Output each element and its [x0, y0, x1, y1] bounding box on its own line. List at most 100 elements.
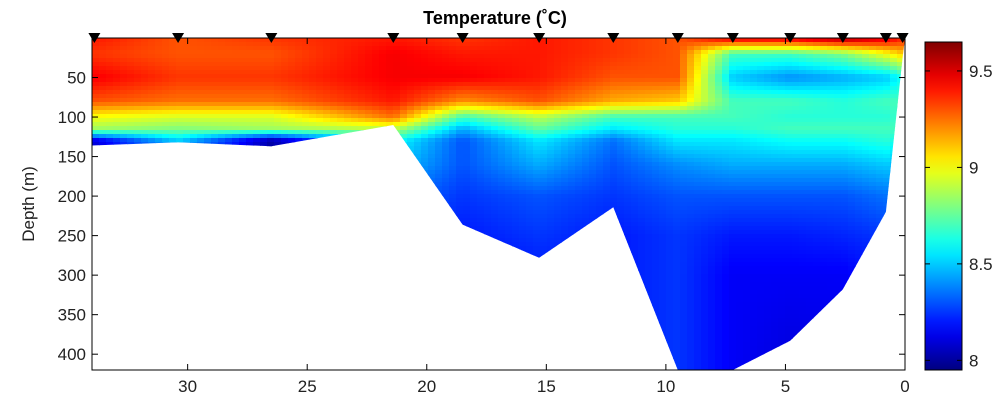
temperature-cell [386, 118, 394, 123]
temperature-cell [827, 86, 835, 91]
temperature-cell [141, 74, 149, 79]
temperature-cell [890, 86, 898, 91]
temperature-cell [169, 102, 177, 107]
temperature-cell [379, 198, 387, 203]
temperature-cell [148, 38, 156, 43]
temperature-cell [701, 58, 709, 63]
temperature-cell [722, 66, 730, 71]
temperature-cell [799, 162, 807, 167]
temperature-cell [876, 118, 884, 123]
temperature-cell [253, 94, 261, 99]
temperature-cell [456, 38, 464, 43]
temperature-cell [799, 94, 807, 99]
temperature-cell [365, 174, 373, 179]
temperature-cell [288, 162, 296, 167]
temperature-cell [743, 114, 751, 119]
temperature-cell [512, 202, 520, 207]
temperature-cell [568, 138, 576, 143]
temperature-cell [148, 66, 156, 71]
temperature-cell [540, 114, 548, 119]
temperature-cell [449, 90, 457, 95]
temperature-cell [463, 74, 471, 79]
temperature-cell [162, 86, 170, 91]
temperature-cell [736, 182, 744, 187]
temperature-cell [519, 114, 527, 119]
temperature-cell [883, 154, 891, 159]
temperature-cell [106, 78, 114, 83]
temperature-cell [358, 134, 366, 139]
temperature-cell [274, 170, 282, 175]
temperature-cell [484, 50, 492, 55]
temperature-cell [386, 82, 394, 87]
temperature-cell [603, 198, 611, 203]
temperature-cell [274, 82, 282, 87]
temperature-cell [442, 202, 450, 207]
temperature-cell [736, 122, 744, 127]
temperature-cell [687, 50, 695, 55]
temperature-cell [155, 74, 163, 79]
temperature-cell [617, 206, 625, 211]
temperature-cell [701, 150, 709, 155]
temperature-cell [232, 150, 240, 155]
temperature-cell [393, 150, 401, 155]
temperature-cell [400, 58, 408, 63]
temperature-cell [750, 74, 758, 79]
temperature-cell [505, 178, 513, 183]
temperature-cell [666, 90, 674, 95]
temperature-cell [750, 110, 758, 115]
temperature-cell [708, 58, 716, 63]
temperature-cell [568, 66, 576, 71]
temperature-cell [624, 202, 632, 207]
temperature-cell [533, 102, 541, 107]
temperature-cell [736, 162, 744, 167]
temperature-cell [232, 206, 240, 211]
temperature-cell [232, 126, 240, 131]
temperature-cell [855, 198, 863, 203]
temperature-cell [253, 66, 261, 71]
temperature-cell [750, 38, 758, 43]
temperature-cell [162, 202, 170, 207]
temperature-cell [477, 74, 485, 79]
temperature-cell [232, 146, 240, 151]
temperature-cell [134, 66, 142, 71]
temperature-cell [260, 198, 268, 203]
temperature-cell [330, 90, 338, 95]
temperature-cell [92, 146, 100, 151]
temperature-cell [533, 78, 541, 83]
temperature-cell [582, 46, 590, 51]
temperature-cell [379, 46, 387, 51]
temperature-cell [456, 102, 464, 107]
temperature-cell [344, 46, 352, 51]
temperature-cell [547, 138, 555, 143]
temperature-cell [477, 134, 485, 139]
temperature-cell [820, 98, 828, 103]
temperature-cell [372, 198, 380, 203]
temperature-cell [834, 166, 842, 171]
temperature-cell [463, 50, 471, 55]
temperature-cell [498, 50, 506, 55]
temperature-cell [134, 182, 142, 187]
temperature-cell [638, 78, 646, 83]
temperature-cell [239, 190, 247, 195]
temperature-cell [407, 202, 415, 207]
temperature-cell [190, 78, 198, 83]
temperature-cell [484, 134, 492, 139]
temperature-cell [316, 54, 324, 59]
temperature-cell [568, 182, 576, 187]
temperature-cell [302, 138, 310, 143]
temperature-cell [834, 42, 842, 47]
temperature-cell [253, 138, 261, 143]
temperature-cell [533, 110, 541, 115]
temperature-cell [603, 178, 611, 183]
temperature-cell [176, 78, 184, 83]
temperature-cell [162, 158, 170, 163]
temperature-cell [358, 66, 366, 71]
temperature-cell [92, 106, 100, 111]
temperature-cell [309, 182, 317, 187]
temperature-cell [806, 62, 814, 67]
temperature-cell [400, 62, 408, 67]
temperature-cell [365, 70, 373, 75]
temperature-cell [554, 86, 562, 91]
temperature-cell [379, 82, 387, 87]
temperature-cell [862, 162, 870, 167]
